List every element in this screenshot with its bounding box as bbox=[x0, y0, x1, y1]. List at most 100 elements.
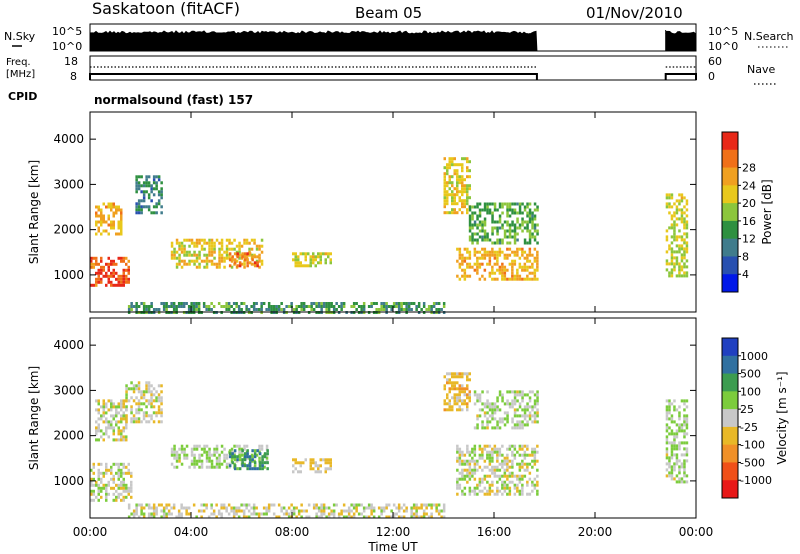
scatter-cell bbox=[533, 256, 537, 260]
scatter-cell bbox=[155, 184, 158, 188]
scatter-cell bbox=[195, 302, 198, 305]
scatter-cell bbox=[526, 223, 529, 227]
scatter-cell bbox=[233, 455, 237, 459]
scatter-cell bbox=[90, 492, 93, 496]
scatter-cell bbox=[102, 408, 105, 412]
scatter-cell bbox=[523, 462, 527, 466]
scatter-cell bbox=[107, 399, 110, 403]
scatter-cell bbox=[670, 193, 674, 197]
scatter-cell bbox=[255, 512, 258, 516]
scatter-cell bbox=[461, 402, 464, 406]
scatter-cell bbox=[112, 498, 115, 502]
scatter-cell bbox=[521, 390, 524, 394]
scatter-cell bbox=[468, 205, 472, 209]
scatter-cell bbox=[446, 199, 449, 203]
scatter-cell bbox=[125, 435, 128, 439]
scatter-cell bbox=[440, 515, 443, 519]
scatter-cell bbox=[251, 255, 254, 259]
scatter-cell bbox=[145, 308, 148, 311]
scatter-cell bbox=[458, 450, 462, 454]
scatter-cell bbox=[147, 384, 151, 388]
scatter-cell bbox=[448, 378, 451, 382]
scatter-cell bbox=[287, 506, 291, 510]
scatter-cell bbox=[122, 489, 125, 493]
scatter-cell bbox=[110, 468, 113, 472]
scatter-cell bbox=[456, 483, 459, 487]
scatter-cell bbox=[471, 489, 474, 493]
scatter-cell bbox=[511, 480, 514, 484]
scatter-cell bbox=[183, 259, 186, 263]
scatter-cell bbox=[228, 241, 231, 245]
scatter-cell bbox=[290, 509, 293, 513]
scatter-cell bbox=[513, 414, 517, 418]
scatter-cell bbox=[523, 256, 527, 260]
scatter-cell bbox=[471, 211, 474, 215]
scatter-cell bbox=[192, 302, 196, 305]
scatter-cell bbox=[491, 211, 494, 215]
scatter-cell bbox=[443, 157, 446, 161]
scatter-cell bbox=[175, 305, 178, 308]
scatter-cell bbox=[673, 444, 676, 448]
y-tick-label: 2000 bbox=[53, 429, 84, 443]
scatter-cell bbox=[685, 450, 689, 454]
scatter-cell bbox=[415, 515, 418, 519]
scatter-cell bbox=[491, 411, 494, 415]
scatter-cell bbox=[95, 495, 98, 499]
scatter-cell bbox=[531, 265, 534, 269]
scatter-cell bbox=[675, 432, 679, 436]
scatter-cell bbox=[448, 178, 451, 182]
scatter-cell bbox=[481, 274, 484, 278]
scatter-cell bbox=[466, 408, 469, 412]
scatter-cell bbox=[683, 441, 686, 445]
scatter-cell bbox=[304, 255, 307, 259]
scatter-cell bbox=[521, 268, 524, 272]
scatter-cell bbox=[307, 503, 311, 507]
scatter-cell bbox=[372, 506, 376, 510]
scatter-cell bbox=[122, 438, 125, 442]
scatter-cell bbox=[518, 465, 522, 469]
scatter-cell bbox=[202, 302, 206, 305]
scatter-cell bbox=[446, 196, 449, 200]
scatter-cell bbox=[458, 175, 461, 179]
scatter-cell bbox=[432, 305, 436, 308]
scatter-cell bbox=[533, 450, 537, 454]
scatter-cell bbox=[97, 492, 100, 496]
scatter-cell bbox=[220, 450, 224, 454]
scatter-cell bbox=[513, 241, 517, 245]
scatter-cell bbox=[481, 238, 484, 242]
scatter-cell bbox=[355, 308, 358, 311]
scatter-cell bbox=[248, 261, 252, 265]
scatter-cell bbox=[238, 444, 241, 448]
scatter-cell bbox=[137, 305, 141, 308]
scatter-cell bbox=[473, 211, 477, 215]
scatter-cell bbox=[473, 465, 477, 469]
scatter-cell bbox=[155, 211, 158, 215]
scatter-cell bbox=[451, 372, 454, 376]
scatter-cell bbox=[198, 459, 201, 463]
scatter-cell bbox=[253, 467, 257, 471]
scatter-cell bbox=[466, 187, 469, 191]
scatter-cell bbox=[255, 453, 259, 457]
scatter-cell bbox=[481, 256, 484, 260]
scatter-cell bbox=[215, 450, 219, 454]
scatter-cell bbox=[137, 202, 141, 206]
freq-unit-label: [MHz] bbox=[6, 69, 35, 80]
scatter-cell bbox=[665, 196, 669, 200]
scatter-cell bbox=[297, 512, 301, 516]
scatter-cell bbox=[523, 226, 527, 230]
scatter-cell bbox=[319, 458, 322, 462]
scatter-cell bbox=[481, 456, 484, 460]
scatter-cell bbox=[97, 426, 100, 430]
scatter-cell bbox=[395, 506, 398, 510]
scatter-cell bbox=[180, 250, 184, 254]
scatter-cell bbox=[670, 271, 674, 275]
scatter-cell bbox=[97, 483, 100, 487]
scatter-cell bbox=[531, 489, 534, 493]
scatter-cell bbox=[453, 172, 456, 176]
scatter-cell bbox=[443, 402, 446, 406]
scatter-cell bbox=[668, 399, 671, 403]
scatter-cell bbox=[253, 253, 256, 257]
scatter-cell bbox=[317, 467, 320, 471]
scatter-cell bbox=[506, 417, 509, 421]
scatter-cell bbox=[488, 402, 492, 406]
